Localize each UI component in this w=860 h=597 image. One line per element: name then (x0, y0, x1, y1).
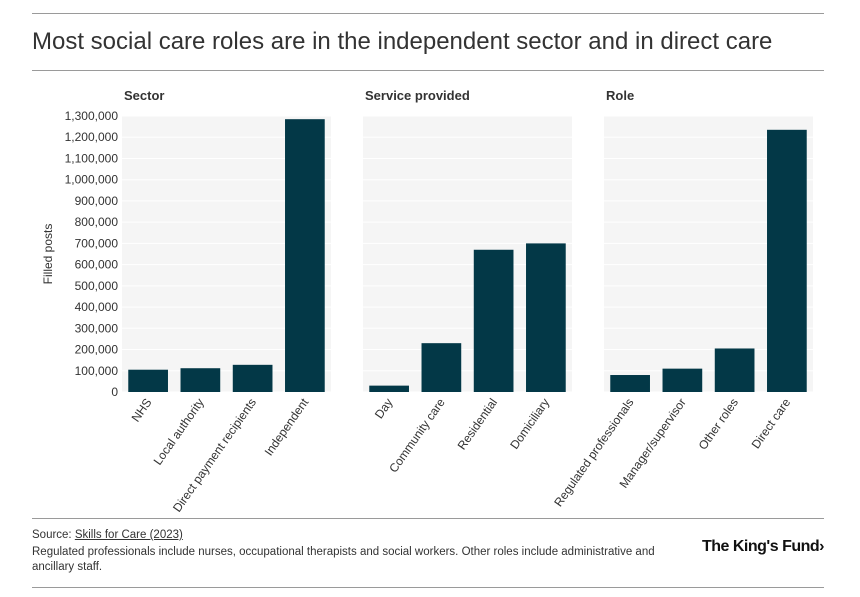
bar (369, 385, 409, 392)
y-tick-label: 1,200,000 (65, 130, 119, 144)
source-link[interactable]: Skills for Care (2023) (74, 529, 183, 541)
y-axis-label: Filled posts (41, 224, 55, 285)
x-tick-label: Other roles (696, 396, 742, 453)
footer-rule (32, 518, 824, 519)
source-prefix: Source: (32, 529, 75, 541)
title-rule (32, 70, 824, 71)
bar (128, 369, 168, 392)
chart-title: Most social care roles are in the indepe… (32, 28, 773, 55)
panel-title: Role (606, 88, 634, 103)
x-tick-label: Community care (386, 395, 448, 475)
panel-title: Service provided (365, 88, 470, 103)
logo-text: The King's Fund (701, 538, 820, 555)
source-line: Source: Skills for Care (2023) (32, 529, 183, 541)
top-rule (32, 13, 824, 14)
x-tick-label: Local authority (151, 396, 207, 468)
x-tick-label: NHS (129, 396, 155, 425)
logo-arrow-icon: › (819, 538, 824, 555)
x-tick-label: Day (372, 396, 396, 422)
bar (526, 243, 566, 392)
bar (767, 129, 807, 393)
bar (610, 375, 650, 392)
y-tick-label: 1,300,000 (65, 109, 119, 123)
bar (714, 348, 755, 392)
kings-fund-logo: The King's Fund› (702, 538, 824, 556)
y-tick-label: 400,000 (75, 300, 119, 314)
bar (421, 343, 462, 392)
bar (662, 368, 703, 392)
y-tick-label: 1,100,000 (65, 151, 119, 165)
x-tick-label: Regulated professionals (551, 396, 636, 509)
y-tick-label: 300,000 (75, 321, 119, 335)
bar (285, 119, 325, 392)
bar-chart: Filled posts 0 100,000 200,000 300,000 400,00… (41, 88, 807, 515)
y-tick-label: 1,000,000 (65, 173, 119, 187)
x-tick-label: Independent (262, 395, 312, 458)
footnote: Regulated professionals include nurses, … (32, 546, 655, 573)
y-tick-label: 900,000 (75, 194, 119, 208)
x-tick-label: Residential (455, 396, 501, 453)
y-tick-label: 600,000 (75, 258, 119, 272)
bar (232, 364, 273, 392)
bar (180, 368, 221, 392)
bar (473, 249, 514, 392)
y-tick-label: 500,000 (75, 279, 119, 293)
x-tick-label: Domiciliary (507, 396, 552, 452)
y-tick-label: 800,000 (75, 215, 119, 229)
panel-title: Sector (124, 88, 164, 103)
y-tick-label: 700,000 (75, 236, 119, 250)
y-tick-label: 200,000 (75, 343, 119, 357)
y-tick-label: 100,000 (75, 364, 119, 378)
bottom-rule (32, 587, 824, 588)
y-tick-label: 0 (111, 385, 118, 399)
x-tick-label: Direct care (749, 395, 794, 451)
